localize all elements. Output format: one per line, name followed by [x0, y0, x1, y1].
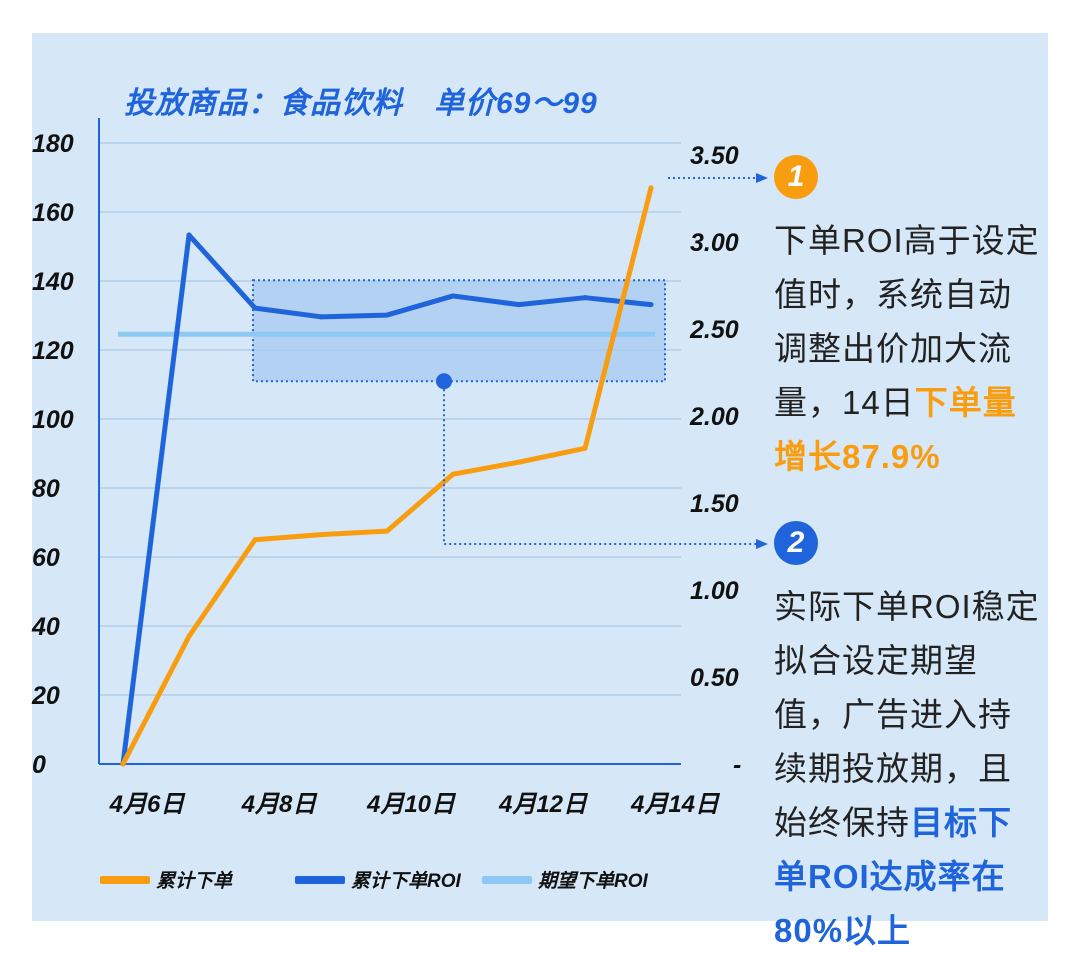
- series-line-orders-point: [252, 537, 258, 543]
- series-line-orders-point: [648, 185, 654, 191]
- left-axis-tick-label: 60: [32, 544, 60, 572]
- right-axis-tick-label: -: [733, 751, 741, 779]
- callout-badge-2: 2: [774, 521, 818, 565]
- x-axis-tick-label: 4月10日: [366, 791, 457, 818]
- note-2-part-0: 实际下单ROI稳定拟合设定期望值，广告进入持续期投放期，且始终保持: [774, 588, 1040, 841]
- callout-text-2: 实际下单ROI稳定拟合设定期望值，广告进入持续期投放期，且始终保持目标下单ROI…: [774, 580, 1044, 958]
- left-axis-tick-label: 140: [32, 268, 74, 296]
- left-axis-tick-label: 100: [32, 406, 74, 434]
- series-line-roi-point: [318, 314, 324, 320]
- left-axis-tick-label: 160: [32, 199, 74, 227]
- legend-label-roi: 累计下单ROI: [351, 871, 461, 892]
- series-line-orders-point: [318, 532, 324, 538]
- left-axis-tick-label: 0: [32, 751, 46, 779]
- left-axis-tick-label: 80: [32, 475, 60, 503]
- right-axis-tick-label: 3.00: [690, 229, 739, 257]
- callout-badge-1: 1: [774, 155, 818, 199]
- series-line-roi-point: [648, 302, 654, 308]
- chart-title: 投放商品：食品饮料 单价69～99: [124, 87, 598, 120]
- note-2-part-1: 目标下单ROI达成率在80%以上: [774, 804, 1012, 949]
- legend-item-roi: 累计下单ROI: [295, 866, 461, 893]
- right-axis-tick-label: 1.50: [690, 490, 739, 518]
- note-1-part-1: 下单量增长87.9%: [774, 384, 1017, 475]
- series-line-orders-point: [450, 471, 456, 477]
- series-line-orders-point: [384, 528, 390, 534]
- note-1-part-0: 下单ROI高于设定值时，系统自动调整出价加大流量，14日: [774, 222, 1040, 421]
- series-line-orders: [120, 185, 654, 767]
- callout-text-1: 下单ROI高于设定值时，系统自动调整出价加大流量，14日下单量增长87.9%: [774, 214, 1044, 484]
- series-line-roi-point: [384, 312, 390, 318]
- legend-swatch-roi: [295, 875, 345, 884]
- right-axis-tick-label: 2.00: [689, 403, 739, 431]
- connector-2-line: [443, 389, 756, 545]
- left-axis-tick-label: 40: [31, 613, 60, 641]
- left-axis-tick-label: 20: [31, 682, 60, 710]
- x-axis-tick-label: 4月12日: [498, 791, 589, 818]
- right-axis-tick-label: 1.00: [690, 577, 739, 605]
- chart-panel: [32, 33, 1048, 921]
- series-line-orders-point: [582, 445, 588, 451]
- right-axis-tick-label: 2.50: [689, 316, 739, 344]
- series-line-orders-point: [120, 761, 126, 767]
- x-axis-tick-label: 4月8日: [241, 791, 319, 818]
- legend-item-expected-roi: 期望下单ROI: [482, 866, 648, 893]
- series-line-orders-point: [186, 633, 192, 639]
- right-axis-tick-label: 3.50: [690, 142, 739, 170]
- connector-2-arrowhead: [756, 539, 768, 549]
- series-line-roi-point: [516, 302, 522, 308]
- right-axis-tick-label: 0.50: [690, 664, 739, 692]
- legend-item-orders: 累计下单: [100, 866, 232, 893]
- series-line-roi-point: [186, 232, 192, 238]
- left-axis-tick-label: 180: [32, 130, 74, 158]
- connector-2-dot: [436, 373, 452, 390]
- series-line-roi-point: [582, 295, 588, 301]
- left-axis-tick-label: 120: [32, 337, 74, 365]
- x-axis-tick-label: 4月6日: [109, 791, 187, 818]
- legend-label-expected-roi: 期望下单ROI: [538, 871, 648, 892]
- series-line-orders-point: [516, 459, 522, 465]
- legend-swatch-orders: [100, 875, 150, 884]
- series-line-roi-point: [252, 305, 258, 311]
- legend-swatch-expected-roi: [482, 875, 532, 884]
- series-line-roi-point: [450, 293, 456, 299]
- legend-label-orders: 累计下单: [156, 871, 233, 892]
- x-axis-tick-label: 4月14日: [630, 791, 721, 818]
- connector-1-arrowhead: [756, 173, 768, 183]
